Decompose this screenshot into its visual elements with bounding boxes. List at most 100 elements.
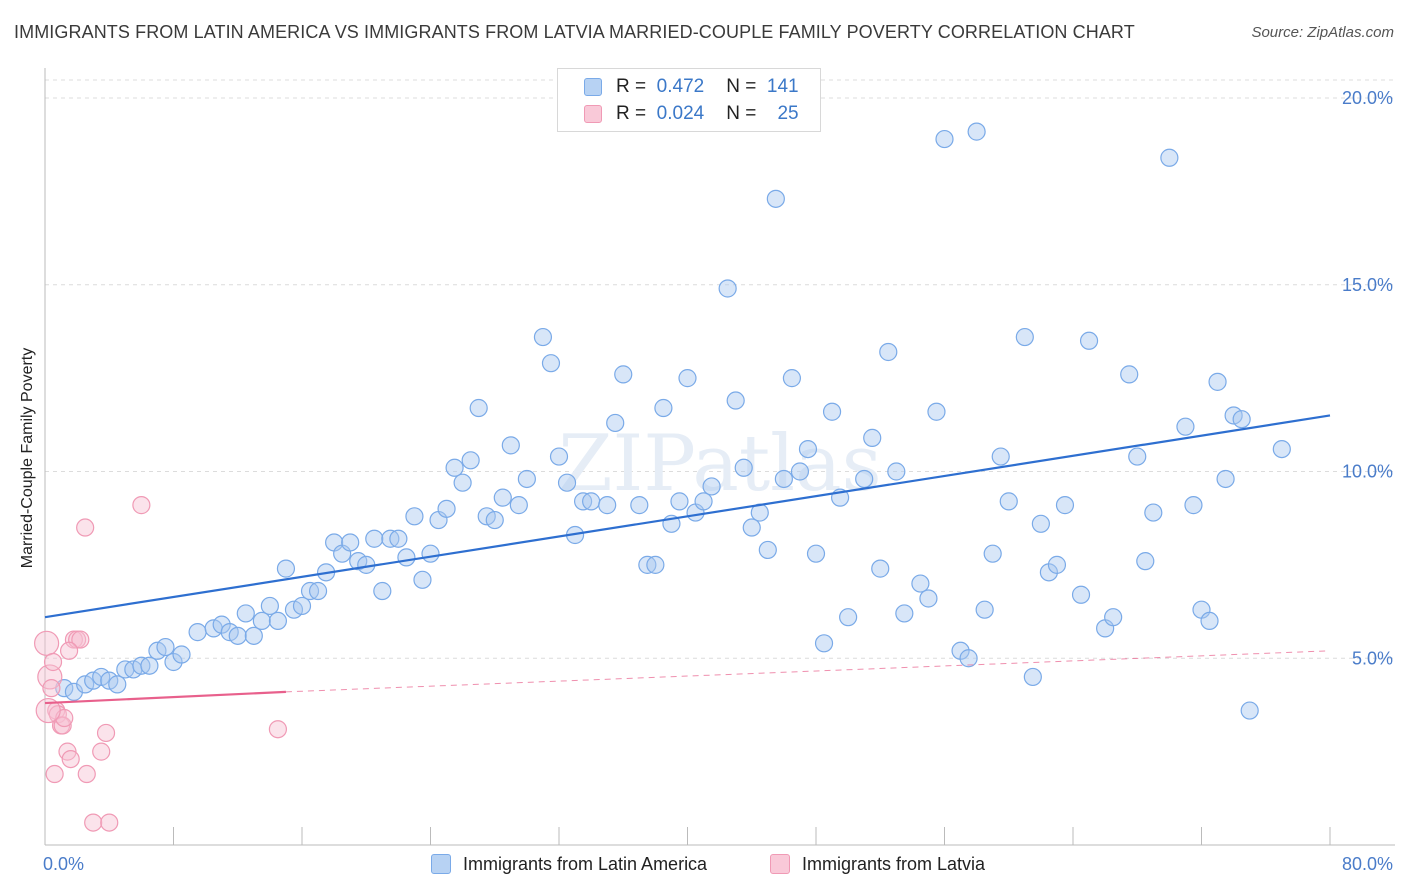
point-latin-america <box>244 626 263 645</box>
point-latin-america <box>694 492 713 511</box>
point-latin-america <box>1272 439 1291 459</box>
point-latin-america <box>1240 701 1259 720</box>
point-latvia <box>45 764 64 784</box>
point-latin-america <box>1184 496 1203 515</box>
point-latin-america <box>252 611 271 631</box>
point-latin-america <box>373 581 392 601</box>
point-latin-america <box>654 398 673 418</box>
legend-n-label: N = <box>726 76 757 97</box>
point-latin-america <box>341 533 360 552</box>
point-latin-america <box>718 279 737 298</box>
point-latin-america <box>188 623 207 642</box>
point-latin-america <box>365 529 384 548</box>
point-latin-america <box>598 496 617 515</box>
point-latin-america <box>276 559 296 578</box>
point-latin-america <box>1208 372 1227 391</box>
point-latvia <box>34 630 60 656</box>
legend-n-value: 25 <box>777 103 799 124</box>
point-latin-america <box>557 473 577 492</box>
point-latin-america <box>108 675 127 694</box>
point-latvia <box>84 813 103 832</box>
point-latin-america <box>485 510 504 530</box>
legend-row-latin-america: R = 0.472 N = 141 <box>558 73 799 101</box>
point-latin-america <box>959 649 978 668</box>
point-latin-america <box>445 458 464 477</box>
trend-line-latvia-extension <box>285 650 1331 693</box>
chart-title: IMMIGRANTS FROM LATIN AMERICA VS IMMIGRA… <box>14 22 1135 42</box>
legend-n-value: 141 <box>766 76 799 97</box>
point-latin-america <box>798 439 818 459</box>
bottom-legend-latin-america: Immigrants from Latin America <box>431 852 707 876</box>
point-latin-america <box>541 354 561 373</box>
y-tick-label: 15.0% <box>1342 275 1393 295</box>
x-tick-label: 80.0% <box>1342 854 1393 874</box>
point-latin-america <box>1160 148 1179 167</box>
point-latin-america <box>991 447 1010 466</box>
point-latin-america <box>782 369 802 388</box>
point-latin-america <box>1031 514 1050 533</box>
point-latin-america <box>1232 410 1251 429</box>
trend-line-latin-america <box>44 414 1331 619</box>
point-latin-america <box>814 634 834 653</box>
bottom-legend-label: Immigrants from Latin America <box>463 853 708 874</box>
point-latin-america <box>734 458 753 477</box>
point-latin-america <box>308 581 328 601</box>
point-latin-america <box>533 327 553 347</box>
legend-r-value: 0.024 <box>656 103 705 124</box>
point-latin-america <box>1079 331 1099 350</box>
bottom-legend-latvia: Immigrants from Latvia <box>770 852 985 876</box>
point-latin-america <box>614 365 633 384</box>
point-latin-america <box>1176 417 1195 436</box>
point-latin-america <box>806 544 826 563</box>
legend-r-label: R = <box>616 103 647 124</box>
point-latin-america <box>389 529 408 548</box>
point-latin-america <box>999 492 1018 511</box>
point-latin-america <box>1047 555 1067 574</box>
point-latin-america <box>766 189 785 208</box>
legend-swatch-latvia <box>584 105 602 123</box>
axes <box>44 68 1395 846</box>
point-latvia <box>100 813 119 832</box>
point-latin-america <box>879 342 898 362</box>
bottom-legend-label: Immigrants from Latvia <box>802 853 986 874</box>
point-latin-america <box>413 570 432 589</box>
point-latin-america <box>437 499 456 518</box>
point-latin-america <box>172 645 191 664</box>
bottom-legend-swatch-latvia <box>770 854 790 874</box>
trend-lines <box>44 414 1331 705</box>
point-latin-america <box>919 589 938 608</box>
point-latin-america <box>549 447 569 466</box>
point-latin-america <box>1200 611 1219 631</box>
point-latin-america <box>975 600 994 619</box>
point-latin-america <box>292 596 312 616</box>
point-latvia <box>53 716 72 735</box>
point-latin-america <box>397 548 416 567</box>
point-latin-america <box>268 611 288 631</box>
point-latin-america <box>646 555 665 574</box>
source-label: Source: ZipAtlas.com <box>1251 24 1394 41</box>
data-points <box>34 122 1291 832</box>
point-latvia <box>37 664 63 690</box>
correlation-legend: R = 0.472 N = 141 R = 0.024 N = 25 <box>557 68 821 132</box>
point-latin-america <box>1104 608 1123 627</box>
legend-r-value: 0.472 <box>656 76 705 97</box>
legend-n-label: N = <box>726 103 757 124</box>
trend-line-latvia <box>44 690 286 705</box>
tick-labels: 5.0% 10.0% 15.0% 20.0% 0.0% 80.0% <box>43 88 1393 874</box>
point-latin-america <box>140 656 159 675</box>
point-latin-america <box>606 413 625 433</box>
y-tick-label: 10.0% <box>1342 462 1393 482</box>
point-latvia <box>76 518 95 537</box>
point-latvia <box>71 630 90 649</box>
point-latin-america <box>895 604 914 623</box>
point-latvia <box>77 764 96 784</box>
point-latin-america <box>927 402 946 421</box>
point-latin-america <box>758 540 777 560</box>
point-latin-america <box>1055 496 1075 515</box>
x-tick-label: 0.0% <box>43 854 84 874</box>
point-latin-america <box>461 451 480 470</box>
point-latin-america <box>1023 667 1042 687</box>
gridlines <box>45 79 1395 659</box>
point-latin-america <box>790 462 810 481</box>
point-latin-america <box>967 122 986 141</box>
